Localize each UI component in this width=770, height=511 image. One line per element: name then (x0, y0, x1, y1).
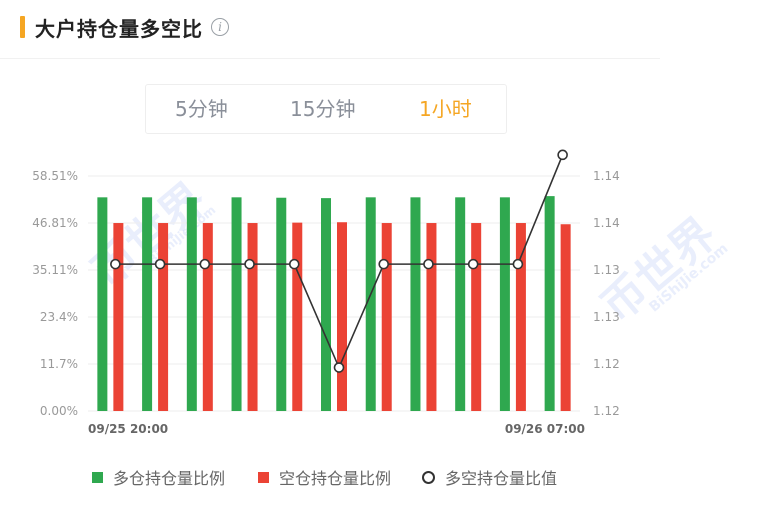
bar-short (247, 223, 258, 411)
bar-short (292, 222, 303, 411)
ratio-point (110, 258, 121, 270)
y-right-tick-label: 1.12 (593, 357, 620, 371)
bar-short (515, 223, 526, 411)
bar-long (321, 198, 331, 411)
y-left-tick-label: 0.00% (40, 404, 78, 418)
legend-ratio-swatch (422, 470, 435, 484)
section-header: 大户持仓量多空比 i (20, 12, 229, 42)
y-left-tick-label: 23.4% (40, 310, 78, 324)
legend-ratio-label: 多空持仓量比值 (445, 469, 558, 488)
ratio-point (423, 258, 434, 270)
legend-long-label: 多仓持仓量比例 (113, 469, 226, 488)
tab-15min[interactable]: 15分钟 (290, 97, 356, 121)
ratio-point (199, 258, 211, 270)
x-tick-label: 09/26 07:00 (505, 422, 585, 436)
bar-long (410, 197, 421, 411)
ratio-point (378, 258, 390, 270)
y-left-tick-label: 46.81% (32, 216, 78, 230)
legend-short[interactable]: 空仓持仓量比例 (258, 465, 391, 489)
bar-short (471, 223, 482, 411)
ratio-point (512, 258, 524, 270)
legend-ratio[interactable]: 多空持仓量比值 (422, 465, 557, 489)
bar-long (97, 197, 108, 411)
ratio-point (333, 362, 345, 373)
bar-short (202, 223, 213, 411)
legend-short-swatch (258, 471, 269, 483)
x-tick-label: 09/25 20:00 (88, 422, 168, 436)
bar-short (560, 224, 571, 411)
legend-long-swatch (92, 471, 103, 483)
ratio-point (467, 258, 479, 270)
bar-long (186, 197, 197, 411)
legend-long[interactable]: 多仓持仓量比例 (92, 465, 225, 489)
bar-short (426, 223, 437, 411)
y-left-tick-label: 35.11% (32, 263, 78, 277)
ratio-point (288, 258, 300, 270)
bar-long (231, 197, 242, 411)
interval-tabs: 5分钟 15分钟 1小时 (145, 84, 507, 134)
bar-long (544, 196, 555, 411)
y-right-tick-label: 1.13 (593, 263, 620, 277)
tab-5min[interactable]: 5分钟 (175, 97, 228, 121)
bar-long (499, 197, 510, 411)
y-right-tick-label: 1.12 (593, 404, 620, 418)
y-right-tick-label: 1.14 (593, 216, 620, 230)
bar-short (113, 223, 124, 411)
header-accent-bar (20, 16, 25, 38)
y-right-tick-label: 1.13 (593, 310, 620, 324)
ratio-point (244, 258, 255, 270)
header-divider (0, 58, 660, 59)
bar-short (337, 222, 347, 411)
ratio-point (557, 149, 568, 161)
y-left-tick-label: 58.51% (32, 169, 78, 183)
legend-short-label: 空仓持仓量比例 (279, 469, 392, 488)
bar-long (365, 197, 376, 411)
chart-legend: 多仓持仓量比例 空仓持仓量比例 多空持仓量比值 (0, 465, 770, 489)
ratio-point (154, 258, 166, 270)
long-short-chart: 58.51% 1.14 46.81% 1.14 35.11% 1.13 23.4% 1.13 1… (32, 149, 620, 436)
bar-short (158, 223, 169, 411)
section-title: 大户持仓量多空比 (35, 16, 203, 41)
bar-long (455, 197, 466, 411)
info-icon[interactable]: i (211, 18, 229, 36)
bar-long (142, 197, 153, 411)
y-right-tick-label: 1.14 (593, 169, 620, 183)
tab-1hour[interactable]: 1小时 (419, 97, 472, 121)
bar-long (276, 197, 287, 411)
y-left-tick-label: 11.7% (40, 357, 78, 371)
bar-short (381, 223, 392, 411)
